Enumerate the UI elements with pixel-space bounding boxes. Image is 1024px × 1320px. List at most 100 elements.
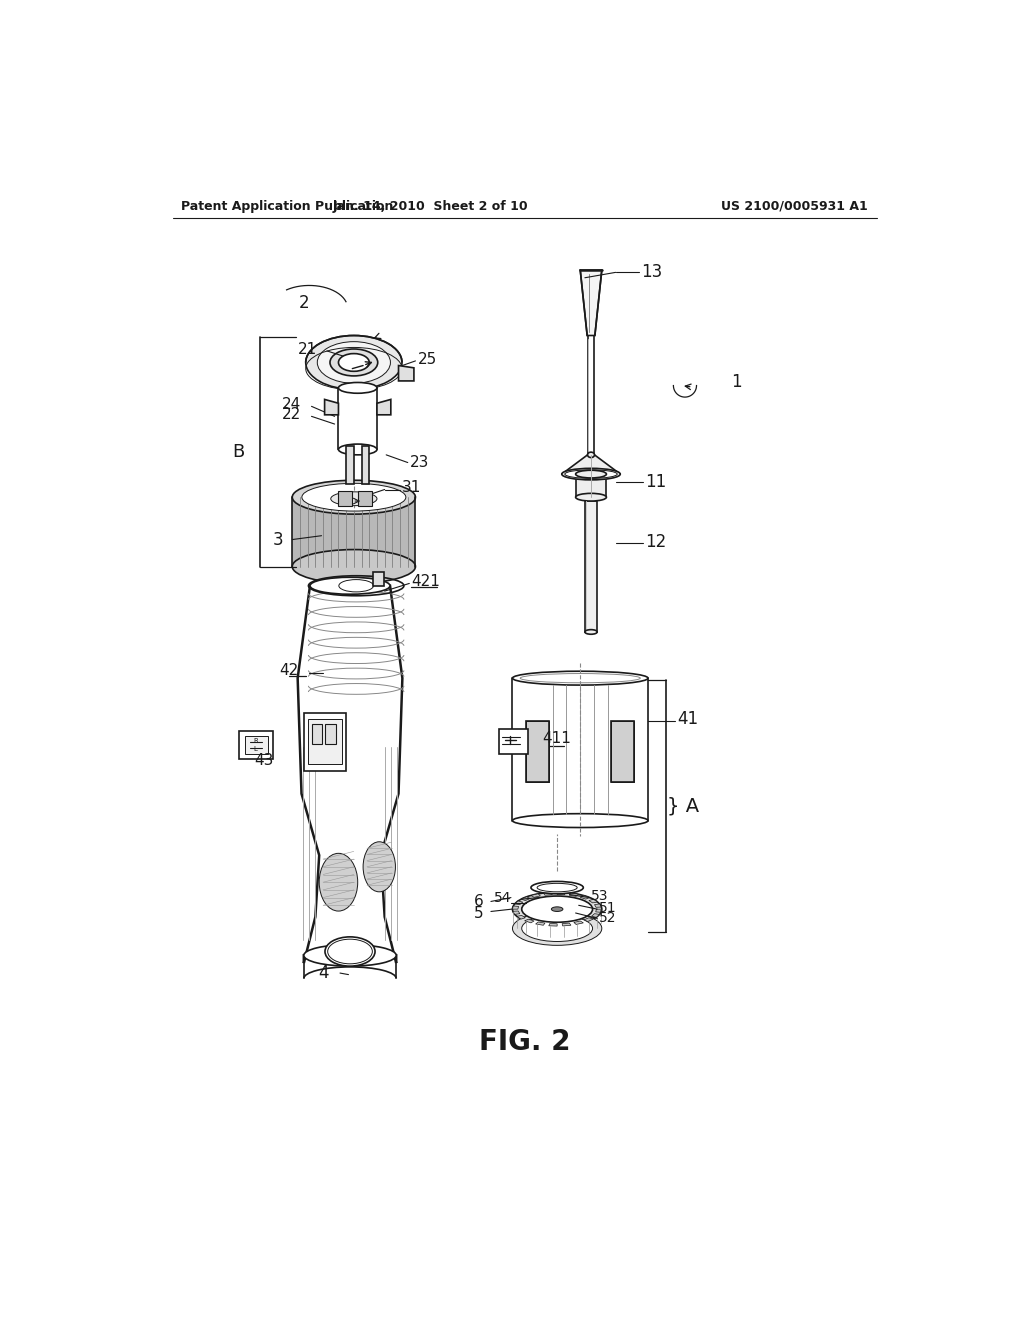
Ellipse shape (306, 335, 402, 389)
Ellipse shape (330, 348, 378, 376)
Text: US 2100/0005931 A1: US 2100/0005931 A1 (722, 199, 868, 213)
Polygon shape (557, 892, 565, 895)
Ellipse shape (512, 671, 648, 685)
Polygon shape (339, 388, 377, 449)
Text: 1: 1 (731, 372, 741, 391)
Ellipse shape (575, 470, 606, 478)
Polygon shape (596, 909, 602, 912)
Ellipse shape (512, 892, 602, 927)
Ellipse shape (292, 480, 416, 515)
Text: 12: 12 (645, 533, 667, 550)
Bar (499, 729, 528, 754)
Ellipse shape (551, 907, 563, 911)
Ellipse shape (538, 883, 578, 892)
Text: 21: 21 (298, 342, 316, 356)
Ellipse shape (339, 354, 370, 371)
Polygon shape (575, 474, 606, 498)
Text: 42: 42 (280, 663, 298, 678)
Ellipse shape (575, 494, 606, 502)
Polygon shape (530, 894, 541, 898)
Bar (304, 713, 346, 771)
Text: 24: 24 (283, 396, 301, 412)
Polygon shape (562, 923, 571, 925)
Text: 52: 52 (599, 911, 616, 925)
Polygon shape (592, 913, 600, 917)
Polygon shape (562, 455, 621, 474)
Bar (611, 721, 634, 781)
Text: FIG. 2: FIG. 2 (479, 1028, 570, 1056)
Polygon shape (581, 271, 602, 335)
Ellipse shape (512, 911, 602, 945)
Ellipse shape (339, 579, 374, 591)
Ellipse shape (302, 483, 406, 511)
Ellipse shape (562, 469, 621, 480)
Polygon shape (292, 498, 416, 566)
Text: 6: 6 (473, 894, 483, 909)
Polygon shape (513, 911, 520, 915)
Text: 2: 2 (298, 294, 309, 312)
Text: 22: 22 (283, 408, 301, 422)
Polygon shape (595, 904, 601, 907)
Ellipse shape (310, 577, 390, 594)
Ellipse shape (317, 342, 390, 383)
Polygon shape (377, 400, 391, 414)
Text: Patent Application Publication: Patent Application Publication (180, 199, 393, 213)
Text: 41: 41 (677, 710, 698, 727)
Polygon shape (512, 906, 518, 909)
Polygon shape (325, 400, 339, 414)
Polygon shape (585, 502, 597, 632)
Text: L: L (253, 746, 257, 752)
Text: 23: 23 (410, 455, 429, 470)
Polygon shape (573, 921, 584, 924)
Bar (245, 737, 267, 755)
Text: 411: 411 (543, 731, 571, 747)
Bar (311, 725, 323, 743)
Polygon shape (515, 902, 522, 904)
Polygon shape (549, 924, 557, 927)
Ellipse shape (325, 937, 375, 966)
Polygon shape (584, 917, 593, 921)
Ellipse shape (585, 630, 597, 635)
Bar (357, 491, 372, 507)
Ellipse shape (531, 882, 584, 894)
Text: 31: 31 (401, 480, 421, 495)
Polygon shape (398, 366, 414, 381)
Ellipse shape (512, 813, 648, 828)
Bar (526, 721, 550, 781)
Bar (611, 721, 634, 781)
Polygon shape (524, 919, 535, 923)
Ellipse shape (304, 945, 396, 966)
Polygon shape (581, 895, 590, 899)
Text: R: R (253, 738, 258, 744)
Bar (361, 446, 370, 484)
Text: 4: 4 (318, 964, 330, 982)
Bar (308, 719, 342, 764)
Bar (346, 446, 354, 484)
Polygon shape (512, 678, 648, 821)
Bar (240, 731, 273, 759)
Text: Jan. 14, 2010  Sheet 2 of 10: Jan. 14, 2010 Sheet 2 of 10 (333, 199, 528, 213)
Text: 5: 5 (473, 906, 483, 920)
Ellipse shape (339, 444, 377, 455)
Text: 3: 3 (272, 531, 283, 549)
Polygon shape (298, 586, 402, 964)
Bar (326, 725, 336, 743)
Text: 421: 421 (411, 574, 439, 590)
Text: 11: 11 (645, 473, 667, 491)
Ellipse shape (565, 470, 617, 478)
Bar (526, 721, 550, 781)
Text: 51: 51 (599, 902, 616, 915)
Polygon shape (521, 896, 530, 900)
Polygon shape (536, 921, 545, 925)
Bar (373, 572, 384, 586)
Ellipse shape (328, 940, 373, 964)
Ellipse shape (292, 549, 416, 583)
Ellipse shape (331, 492, 377, 506)
Ellipse shape (339, 383, 377, 393)
Bar (339, 491, 352, 507)
Polygon shape (589, 899, 598, 903)
Text: 54: 54 (495, 891, 512, 904)
Text: 43: 43 (254, 752, 273, 768)
Ellipse shape (521, 915, 593, 941)
Ellipse shape (588, 453, 595, 458)
